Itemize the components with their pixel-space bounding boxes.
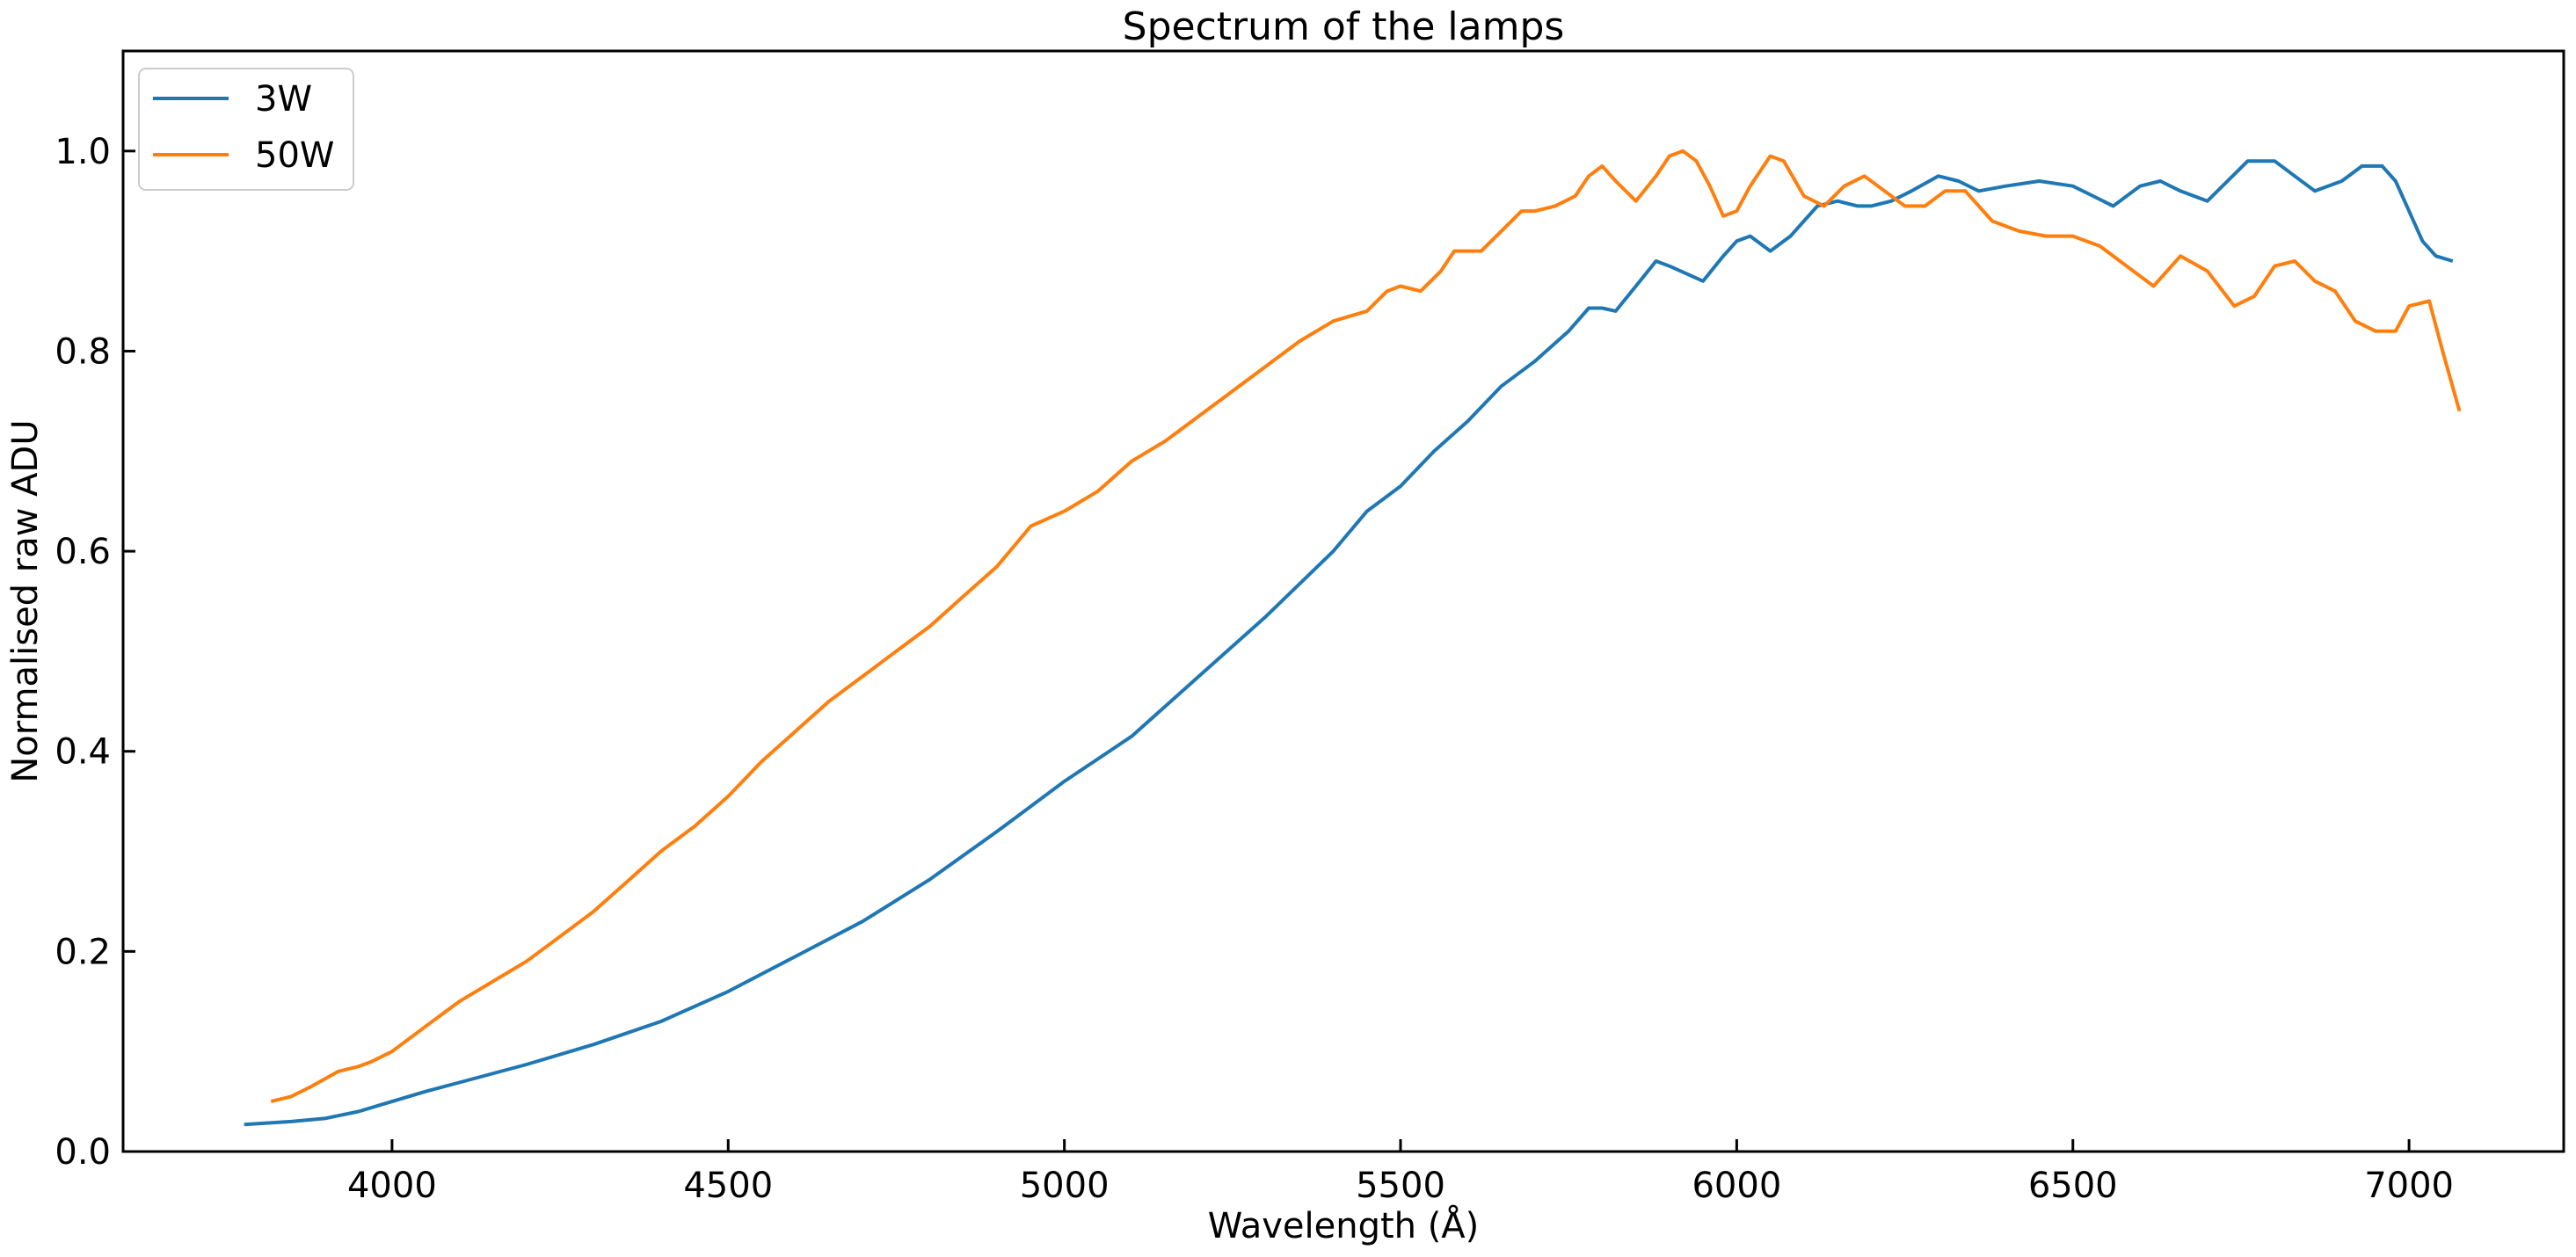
x-tick-label: 5000 [1020,1166,1110,1206]
x-tick-label: 7000 [2364,1166,2454,1206]
ticks-layer: 4000 4500 5000 5500 6000 6500 7000 0.0 0.2 0.4 0.6… [55,132,2454,1206]
series-line-50w [270,149,2462,1104]
y-tick-label: 0.4 [55,732,111,773]
y-axis-label: Normalised raw ADU [5,419,46,782]
y-tick-label: 0.0 [55,1132,111,1173]
plot-frame [121,49,2565,1153]
x-tick-label: 5500 [1356,1166,1445,1206]
y-tick-label: 0.2 [55,932,111,972]
x-tick-label: 4500 [683,1166,773,1206]
x-tick-label: 4000 [347,1166,437,1206]
legend-label-3w: 3W [255,79,312,120]
series-layer [244,149,2462,1127]
chart-title: Spectrum of the lamps [1123,4,1565,49]
y-tick-label: 1.0 [55,132,111,172]
series-line-3w [244,159,2454,1127]
y-tick-label: 0.6 [55,532,111,572]
x-tick-label: 6500 [2028,1166,2118,1206]
legend: 3W 50W [138,68,354,191]
x-axis-label: Wavelength (Å) [1208,1204,1480,1246]
y-tick-label: 0.8 [55,331,111,372]
legend-label-50w: 50W [255,135,334,176]
x-tick-label: 6000 [1692,1166,1781,1206]
